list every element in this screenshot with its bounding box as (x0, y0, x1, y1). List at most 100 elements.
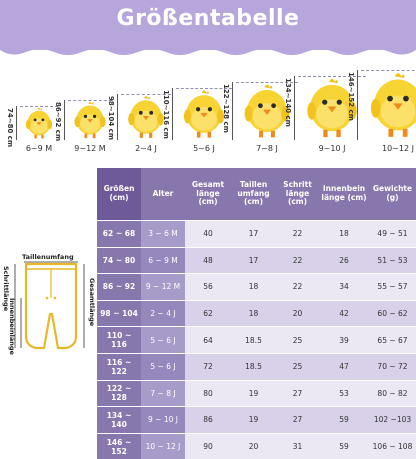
table-cell: 22 (276, 221, 319, 248)
table-cell: 19 (231, 380, 276, 407)
table-header-cell: Gewichte (g) (369, 168, 416, 221)
table-cell: 9 ~ 12 M (141, 274, 185, 301)
chick-icon (363, 70, 416, 140)
table-cell: 27 (276, 380, 319, 407)
table-cell: 64 (185, 327, 231, 354)
height-measure-line (357, 70, 358, 140)
table-cell: 72 (185, 353, 231, 380)
total-length-label: Gesamtlänge (88, 278, 96, 326)
table-header-cell: Alter (141, 168, 185, 221)
table-cell: 80 (185, 380, 231, 407)
table-cell: 86 ~ 92 (97, 274, 141, 301)
height-measure-line (117, 94, 118, 140)
chick-height-label: 98~104 cm (107, 96, 115, 140)
table-cell: 20 (231, 433, 276, 459)
table-cell: 86 (185, 407, 231, 434)
waist-label: Taillenumfang (22, 253, 74, 261)
chick-age-label: 7~8 J (237, 144, 297, 153)
table-cell: 3 ~ 6 M (141, 221, 185, 248)
table-cell: 42 (319, 300, 369, 327)
table-cell: 106 ~ 108 (369, 433, 416, 459)
table-cell: 31 (276, 433, 319, 459)
height-measure-line (64, 100, 65, 140)
chick-height-label: 86~92 cm (54, 102, 62, 141)
table-header-cell: Taillen umfang (cm) (231, 168, 276, 221)
table-cell: 18.5 (231, 327, 276, 354)
table-cell: 22 (276, 274, 319, 301)
chick-age-label: 9~10 J (302, 144, 362, 153)
height-measure-line (16, 106, 17, 140)
table-cell: 80 ~ 82 (369, 380, 416, 407)
chick-height-label: 122~128 cm (222, 84, 230, 133)
height-measure-line (172, 88, 173, 140)
table-header-cell: Schritt länge (cm) (276, 168, 319, 221)
table-cell: 5 ~ 6 J (141, 353, 185, 380)
table-cell: 39 (319, 327, 369, 354)
table-cell: 18 (231, 300, 276, 327)
table-cell: 98 ~ 104 (97, 300, 141, 327)
table-cell: 25 (276, 327, 319, 354)
table-header-cell: Größen (cm) (97, 168, 141, 221)
table-cell: 59 (319, 433, 369, 459)
chick-age-label: 10~12 J (368, 144, 416, 153)
table-cell: 27 (276, 407, 319, 434)
chick-icon (70, 100, 110, 140)
chick-age-label: 5~6 J (174, 144, 234, 153)
chick-height-label: 74~80 cm (6, 108, 14, 147)
table-cell: 59 (319, 407, 369, 434)
table-cell: 10 ~ 12 J (141, 433, 185, 459)
table-cell: 7 ~ 8 J (141, 380, 185, 407)
table-cell: 19 (231, 407, 276, 434)
height-measure-line (232, 82, 233, 140)
table-cell: 70 ~ 72 (369, 353, 416, 380)
table-cell: 22 (276, 247, 319, 274)
table-cell: 102 ~103 (369, 407, 416, 434)
chick-height-label: 134~140 cm (284, 78, 292, 127)
table-cell: 18.5 (231, 353, 276, 380)
table-cell: 9 ~ 10 J (141, 407, 185, 434)
table-cell: 53 (319, 380, 369, 407)
page-title: Größentabelle (0, 6, 416, 31)
table-cell: 110 ~ 116 (97, 327, 141, 354)
table-cell: 40 (185, 221, 231, 248)
table-cell: 6 ~ 9 M (141, 247, 185, 274)
table-header-cell: Innenbein länge (cm) (319, 168, 369, 221)
table-cell: 17 (231, 221, 276, 248)
table-cell: 34 (319, 274, 369, 301)
table-cell: 116 ~ 122 (97, 353, 141, 380)
table-cell: 18 (231, 274, 276, 301)
table-cell: 65 ~ 67 (369, 327, 416, 354)
table-cell: 62 ~ 68 (97, 221, 141, 248)
table-cell: 5 ~ 6 J (141, 327, 185, 354)
table-cell: 74 ~ 80 (97, 247, 141, 274)
table-cell: 47 (319, 353, 369, 380)
inseam-label: Innenbeinlänge (8, 298, 16, 355)
table-cell: 2 ~ 4 J (141, 300, 185, 327)
table-cell: 17 (231, 247, 276, 274)
chick-height-label: 110~116 cm (162, 90, 170, 139)
table-cell: 134 ~ 140 (97, 407, 141, 434)
table-cell: 48 (185, 247, 231, 274)
table-cell: 146 ~ 152 (97, 433, 141, 459)
pants-outline-icon (26, 264, 76, 348)
table-cell: 56 (185, 274, 231, 301)
table-cell: 26 (319, 247, 369, 274)
table-cell: 49 ~ 51 (369, 221, 416, 248)
table-cell: 20 (276, 300, 319, 327)
table-cell: 51 ~ 53 (369, 247, 416, 274)
table-cell: 122 ~ 128 (97, 380, 141, 407)
chick-height-label: 146~152 cm (347, 72, 355, 121)
table-cell: 62 (185, 300, 231, 327)
